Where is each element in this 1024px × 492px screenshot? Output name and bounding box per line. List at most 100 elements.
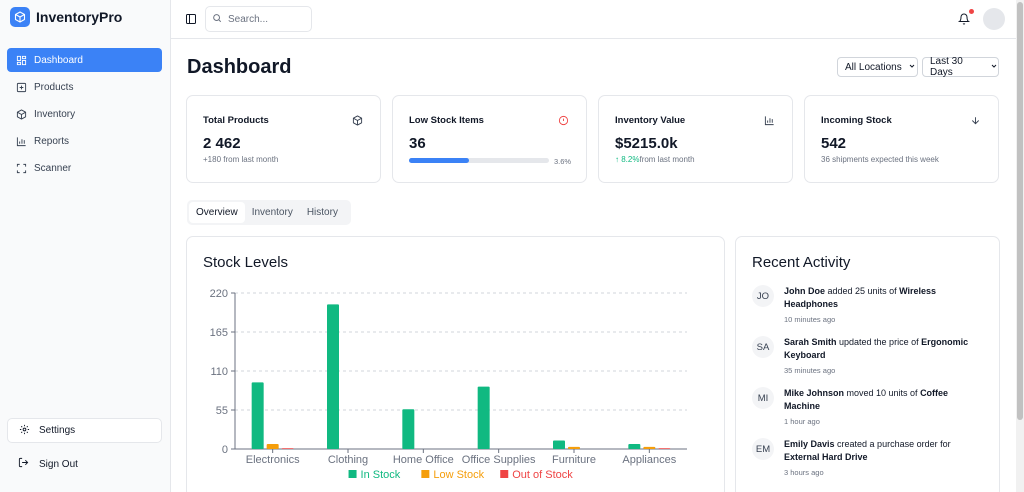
sidebar-item-label: Reports: [34, 135, 70, 147]
stat-label: Inventory Value: [615, 115, 686, 126]
stat-sub: +180 from last month: [203, 155, 279, 164]
bar-out-of-stock: [658, 448, 671, 449]
avatar: EM: [752, 438, 774, 460]
low-stock-progress-bar: [409, 158, 549, 163]
bell-icon[interactable]: [957, 13, 971, 25]
x-tick-label: Home Office: [393, 454, 454, 466]
legend-label: In Stock: [361, 469, 401, 481]
stock-levels-chart: 0 55 110 165 220 Electronics Clothing Home Offi…: [210, 288, 687, 481]
activity-user: John Doe: [784, 286, 826, 296]
scan-icon: [15, 162, 27, 174]
activity-target: Coffee Machine: [784, 388, 949, 411]
activity-text: John Doe added 25 units of Wireless Head…: [784, 285, 984, 311]
chevron-down-icon: [908, 62, 916, 73]
bar-chart-icon: [15, 135, 27, 147]
sign-out-label: Sign Out: [39, 458, 78, 470]
settings-button[interactable]: Settings: [7, 418, 162, 443]
bar-in-stock: [628, 444, 641, 449]
location-select[interactable]: All Locations: [837, 57, 918, 77]
activity-text: Sarah Smith updated the price of Ergonom…: [784, 336, 984, 362]
legend-label: Out of Stock: [512, 469, 573, 481]
stat-sub: 36 shipments expected this week: [821, 155, 939, 164]
panel-title: Recent Activity: [752, 254, 851, 271]
y-tick-label: 165: [210, 327, 228, 339]
logout-icon: [18, 457, 29, 471]
search-icon: [212, 12, 222, 26]
tab-inventory[interactable]: Inventory: [251, 207, 293, 218]
scrollbar-thumb[interactable]: [1017, 2, 1023, 420]
stat-label: Low Stock Items: [409, 115, 484, 126]
bar-in-stock: [251, 382, 264, 449]
trend-percent: 8.2%: [621, 155, 640, 164]
stat-label: Incoming Stock: [821, 115, 892, 126]
stat-card-incoming-stock: Incoming Stock 542 36 shipments expected…: [804, 95, 999, 183]
brand[interactable]: InventoryPro: [10, 6, 122, 28]
activity-text: Emily Davis created a purchase order for…: [784, 438, 984, 464]
search-box: [205, 6, 312, 32]
box-icon: [15, 108, 27, 120]
recent-activity-panel: Recent Activity: [735, 236, 1000, 492]
legend-label: Low Stock: [433, 469, 484, 481]
scrollbar[interactable]: [1016, 0, 1024, 492]
activity-user: Emily Davis: [784, 439, 835, 449]
avatar[interactable]: [983, 8, 1005, 30]
stat-card-low-stock: Low Stock Items 36 3.6%: [392, 95, 587, 183]
legend-swatch: [421, 470, 430, 478]
trend-up-icon: ↑: [615, 155, 622, 164]
bar-low-stock: [266, 444, 279, 449]
sidebar-item-scanner[interactable]: Scanner: [7, 156, 162, 180]
chevron-down-icon: [990, 62, 998, 73]
progress-percent: 3.6%: [554, 157, 572, 166]
date-range-select[interactable]: Last 30 Days: [922, 56, 999, 78]
stat-card-total-products: Total Products 2 462 +180 from last mont…: [186, 95, 381, 183]
stat-card-inventory-value: Inventory Value $5215.0k ↑ 8.2%from last…: [598, 95, 793, 183]
tab-history[interactable]: History: [306, 207, 338, 218]
avatar: SA: [752, 336, 774, 358]
stat-value: 2 462: [203, 135, 241, 152]
sidebar-item-reports[interactable]: Reports: [7, 129, 162, 153]
avatar: MI: [752, 387, 774, 409]
box-logo-icon: [10, 7, 30, 27]
sidebar-toggle-icon[interactable]: [185, 13, 197, 25]
dashboard-grid-icon: [15, 54, 27, 66]
sidebar: InventoryPro Dashboard Products Inventor…: [0, 0, 171, 492]
y-tick-label: 55: [216, 405, 228, 417]
sidebar-item-label: Scanner: [34, 162, 72, 174]
sidebar-item-products[interactable]: Products: [7, 75, 162, 99]
search-input[interactable]: [228, 13, 300, 25]
sidebar-item-label: Inventory: [34, 108, 76, 120]
stat-value: 36: [409, 135, 426, 152]
panel-title: Stock Levels: [203, 254, 289, 271]
activity-user: Sarah Smith: [784, 337, 837, 347]
x-tick-label: Office Supplies: [462, 454, 536, 466]
bar-in-stock: [477, 386, 490, 449]
activity-action: created a purchase order for: [834, 439, 951, 449]
sidebar-item-inventory[interactable]: Inventory: [7, 102, 162, 126]
sign-out-button[interactable]: Sign Out: [7, 452, 162, 476]
sidebar-item-label: Dashboard: [34, 54, 83, 66]
sidebar-item-dashboard[interactable]: Dashboard: [7, 48, 162, 72]
settings-label: Settings: [39, 425, 76, 436]
activity-time: 10 minutes ago: [784, 315, 836, 324]
bar-in-stock: [402, 409, 415, 449]
gear-icon: [19, 424, 30, 438]
page-title: Dashboard: [187, 56, 292, 78]
stat-value: $5215.0k: [615, 135, 678, 152]
date-range-value: Last 30 Days: [930, 56, 963, 78]
arrow-down-icon: [970, 115, 982, 127]
activity-user: Mike Johnson: [784, 388, 845, 398]
x-tick-label: Appliances: [622, 454, 676, 466]
activity-text: Mike Johnson moved 10 units of Coffee Ma…: [784, 387, 984, 413]
sidebar-nav: Dashboard Products Inventory Reports Sca…: [7, 48, 162, 183]
tab-overview[interactable]: Overview: [189, 202, 245, 223]
app-name: InventoryPro: [36, 9, 123, 25]
x-tick-label: Clothing: [328, 454, 368, 466]
activity-time: 3 hours ago: [784, 468, 824, 477]
activity-target: External Hard Drive: [784, 452, 868, 462]
activity-action: moved 10 units of: [844, 388, 921, 398]
avatar: JO: [752, 285, 774, 307]
bar-in-stock: [327, 304, 339, 449]
bar-low-stock: [568, 446, 580, 449]
progress-fill: [409, 158, 470, 163]
stat-label: Total Products: [203, 115, 269, 126]
